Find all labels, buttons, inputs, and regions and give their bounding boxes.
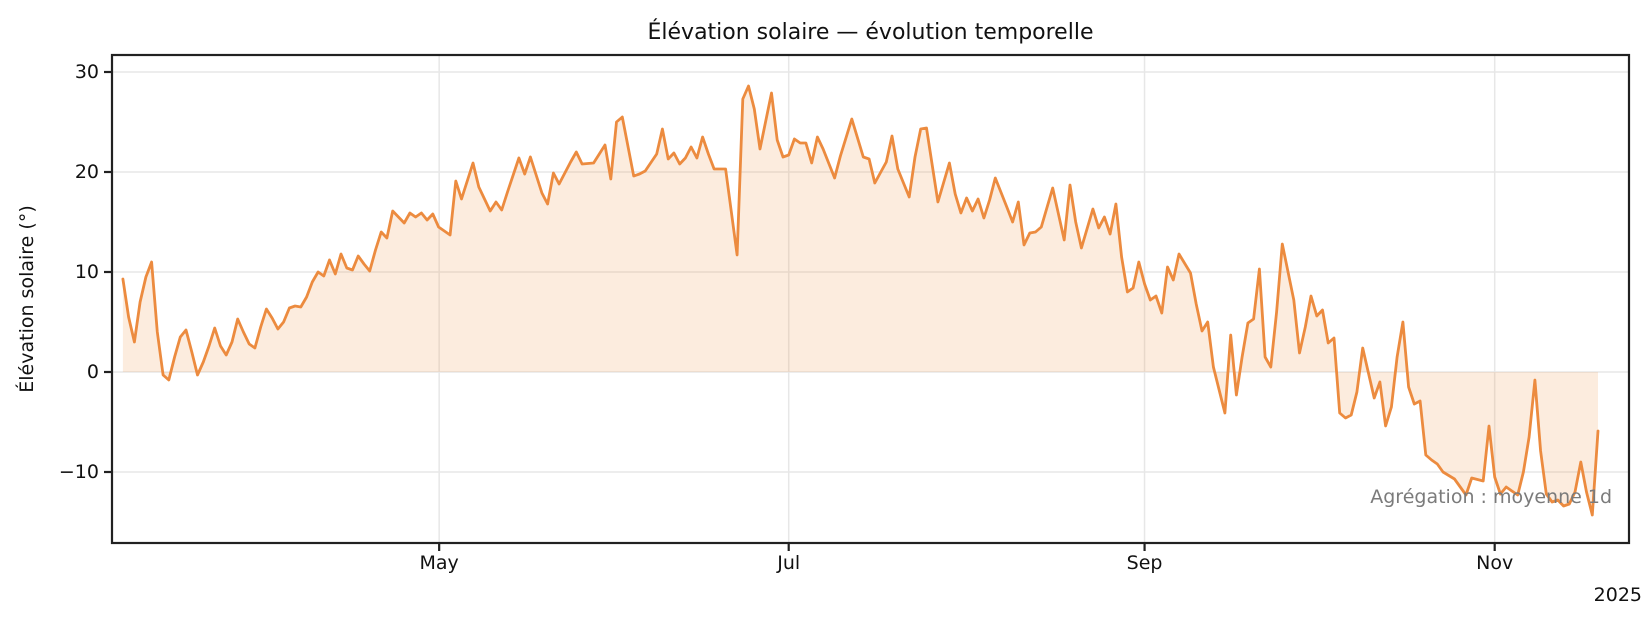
area-layer <box>122 86 1598 515</box>
x-tick-label: Sep <box>1126 552 1163 574</box>
aggregation-annotation: Agrégation : moyenne 1d <box>1370 486 1612 508</box>
x-tick-label: Jul <box>777 552 801 574</box>
elevation-area-fill <box>122 86 1598 515</box>
spine-layer <box>110 53 1631 545</box>
axes-spines <box>110 53 1631 545</box>
grid-layer <box>112 55 1629 543</box>
y-tick-label: 0 <box>86 361 99 383</box>
x-tick-label: May <box>419 552 459 574</box>
line-layer <box>121 84 1600 517</box>
x-axis-year-offset-label: 2025 <box>1593 584 1642 606</box>
y-tick-label: 30 <box>74 61 99 83</box>
x-tick-label: Nov <box>1476 552 1514 574</box>
y-tick-label: 10 <box>74 261 99 283</box>
elevation-line-series <box>121 84 1600 517</box>
tick-layer <box>104 70 1496 551</box>
y-tick-label: 20 <box>74 161 99 183</box>
y-tick-label: −10 <box>58 461 99 483</box>
chart-title: Élévation solaire — évolution temporelle <box>647 20 1094 45</box>
